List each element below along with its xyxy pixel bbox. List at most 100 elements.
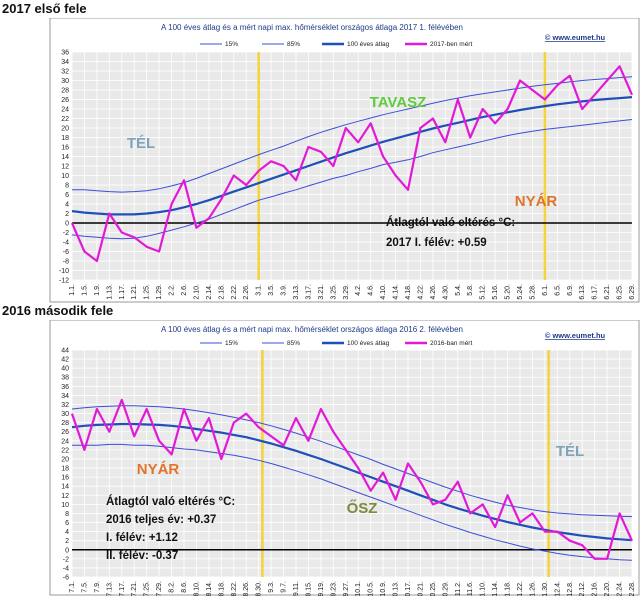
x-tick-label: 3.29. xyxy=(343,284,350,300)
x-tick-label: 8.2. xyxy=(169,581,176,593)
x-tick-label: 7.1. xyxy=(69,581,76,593)
y-tick-label: 24 xyxy=(61,438,69,445)
x-tick-label: 5.4. xyxy=(455,284,462,296)
x-tick-label: 11.18. xyxy=(505,581,512,596)
y-tick-label: 30 xyxy=(61,78,69,85)
y-tick-label: 16 xyxy=(61,475,69,482)
season-label-summer: NYÁR xyxy=(137,461,180,478)
y-tick-label: 36 xyxy=(61,50,69,57)
x-tick-label: 12.12. xyxy=(579,581,586,596)
x-tick-label: 8.26. xyxy=(243,581,250,596)
y-tick-label: 4 xyxy=(65,529,69,536)
x-tick-label: 6.5. xyxy=(554,284,561,296)
x-tick-label: 3.5. xyxy=(268,284,275,296)
x-tick-label: 6.13. xyxy=(579,284,586,300)
x-tick-label: 8.30. xyxy=(256,581,263,596)
section-title-2016: 2016 második fele xyxy=(2,303,114,318)
x-tick-label: 3.17. xyxy=(305,284,312,300)
chart-credit: © www.eumet.hu xyxy=(545,33,606,42)
chart-2017-first-half: A 100 éves átlag és a mért napi max. hőm… xyxy=(49,18,640,303)
chart-frame xyxy=(49,320,640,596)
x-tick-label: 8.14. xyxy=(206,581,213,596)
x-tick-label: 1.21. xyxy=(131,284,138,300)
x-tick-label: 6.9. xyxy=(567,284,574,296)
x-tick-label: 5.16. xyxy=(492,284,499,300)
season-label-winter: TÉL xyxy=(127,135,155,152)
y-tick-label: 40 xyxy=(61,366,69,373)
x-tick-label: 6.29. xyxy=(629,284,636,300)
x-tick-label: 3.25. xyxy=(330,284,337,300)
y-tick-label: 38 xyxy=(61,375,69,382)
y-tick-label: 14 xyxy=(61,154,69,161)
x-tick-label: 5.28. xyxy=(529,284,536,300)
x-tick-label: 10.17. xyxy=(405,581,412,596)
x-tick-label: 12.24. xyxy=(617,581,624,596)
y-tick-label: -6 xyxy=(63,249,69,256)
x-tick-label: 2.6. xyxy=(181,284,188,296)
y-tick-label: 22 xyxy=(61,116,69,123)
chart-credit: © www.eumet.hu xyxy=(545,331,606,340)
x-tick-label: 6.21. xyxy=(604,284,611,300)
deviation-annotation: Átlagtól való eltérés °C: xyxy=(386,216,515,229)
y-tick-label: 0 xyxy=(65,547,69,554)
legend-label: 100 éves átlag xyxy=(347,41,390,48)
y-tick-label: 32 xyxy=(61,402,69,409)
y-tick-label: 24 xyxy=(61,107,69,114)
x-tick-label: 12.16. xyxy=(592,581,599,596)
season-label-summer: NYÁR xyxy=(515,193,558,210)
x-tick-label: 2.22. xyxy=(231,284,238,300)
x-tick-label: 3.9. xyxy=(281,284,288,296)
y-tick-label: 20 xyxy=(61,126,69,133)
y-tick-label: 18 xyxy=(61,466,69,473)
x-tick-label: 10.25. xyxy=(430,581,437,596)
series-line-avg100 xyxy=(71,96,633,216)
x-tick-label: 1.29. xyxy=(156,284,163,300)
legend-label: 85% xyxy=(287,340,300,347)
x-tick-label: 12.28. xyxy=(629,581,636,596)
x-tick-label: 9.23. xyxy=(330,581,337,596)
x-tick-label: 9.11. xyxy=(293,581,300,596)
x-tick-label: 9.3. xyxy=(268,581,275,593)
deviation-annotation: II. félév: -0.37 xyxy=(106,550,178,562)
y-tick-label: 14 xyxy=(61,484,69,491)
y-tick-label: 2 xyxy=(65,211,69,218)
x-tick-label: 11.6. xyxy=(467,581,474,596)
x-tick-label: 10.1. xyxy=(355,581,362,596)
x-tick-label: 4.30. xyxy=(442,284,449,300)
series-line-p85 xyxy=(71,405,633,518)
x-tick-label: 10.5. xyxy=(368,581,375,596)
x-tick-label: 2.26. xyxy=(243,284,250,300)
y-tick-label: 0 xyxy=(65,221,69,228)
y-tick-label: -2 xyxy=(63,230,69,237)
series-line-avg100 xyxy=(71,422,633,542)
x-tick-label: 6.1. xyxy=(542,284,549,296)
y-tick-label: 10 xyxy=(61,502,69,509)
y-tick-label: 36 xyxy=(61,384,69,391)
x-tick-label: 11.22. xyxy=(517,581,524,596)
legend-label: 2017-ben mért xyxy=(430,41,472,48)
x-tick-label: 7.25. xyxy=(144,581,151,596)
y-tick-label: 22 xyxy=(61,447,69,454)
x-tick-label: 1.5. xyxy=(81,284,88,296)
x-tick-label: 7.5. xyxy=(81,581,88,593)
y-tick-label: 28 xyxy=(61,88,69,95)
y-tick-label: -8 xyxy=(63,259,69,266)
x-tick-label: 11.2. xyxy=(455,581,462,596)
season-label-spring: TAVASZ xyxy=(370,94,427,111)
legend-label: 15% xyxy=(225,41,238,48)
y-tick-label: 20 xyxy=(61,456,69,463)
x-tick-label: 11.14. xyxy=(492,581,499,596)
y-tick-label: 12 xyxy=(61,164,69,171)
x-tick-label: 1.25. xyxy=(144,284,151,300)
x-tick-label: 9.7. xyxy=(281,581,288,593)
x-tick-label: 11.10. xyxy=(480,581,487,596)
x-tick-label: 5.12. xyxy=(480,284,487,300)
y-tick-label: -2 xyxy=(63,556,69,563)
deviation-annotation: I. félév: +1.12 xyxy=(106,532,178,544)
deviation-annotation: 2016 teljes év: +0.37 xyxy=(106,514,216,526)
y-tick-label: 16 xyxy=(61,145,69,152)
x-tick-label: 4.22. xyxy=(417,284,424,300)
y-tick-label: 34 xyxy=(61,59,69,66)
x-tick-label: 2.2. xyxy=(169,284,176,296)
y-tick-label: 30 xyxy=(61,411,69,418)
